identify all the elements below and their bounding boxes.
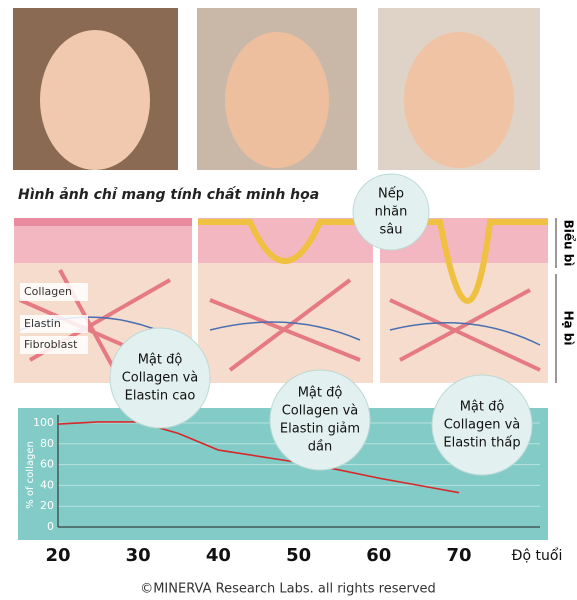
bubble-text: Nếp [378, 187, 404, 202]
y-tick-label: 40 [40, 478, 54, 491]
y-tick-label: 0 [47, 520, 54, 533]
skin-diagrams: Biểu bì Hạ bì [14, 218, 577, 383]
bubble-text: Elastin cao [125, 389, 196, 404]
y-axis-label: % of collagen [25, 441, 36, 509]
layer-label: Hạ bì [562, 310, 576, 345]
y-tick-label: 80 [40, 437, 54, 450]
bubble [109, 327, 211, 429]
bubble-text: Collagen và [444, 418, 521, 433]
bubble [352, 173, 430, 251]
collagen-line [57, 421, 460, 494]
x-tick-label: 50 [286, 545, 311, 566]
x-tick-label: 30 [126, 545, 151, 566]
skin-label: Collagen [24, 285, 72, 298]
bubble [269, 369, 371, 471]
photos [13, 8, 540, 170]
bubble-text: nhăn [375, 205, 408, 220]
label-box [20, 283, 88, 301]
bubble [431, 374, 533, 476]
x-tick-label: 70 [446, 545, 471, 566]
bubble-text: Collagen và [122, 371, 199, 386]
bubble-text: dần [308, 440, 332, 455]
face [404, 32, 514, 168]
x-tick-label: 40 [206, 545, 231, 566]
bubble-text: Collagen và [282, 404, 359, 419]
collagen-fibers [19, 269, 541, 381]
label-box [20, 336, 88, 354]
caption: Hình ảnh chỉ mang tính chất minh họa [18, 186, 319, 203]
face [40, 30, 150, 170]
bubble-text: sâu [380, 223, 403, 238]
bubble-text: Mật độ [138, 353, 183, 368]
layer-label: Biểu bì [562, 220, 577, 267]
credit: ©MINERVA Research Labs. all rights reser… [140, 582, 436, 597]
bubble-text: Elastin giảm [280, 422, 360, 437]
x-tick-label: 60 [366, 545, 391, 566]
stratum [14, 218, 192, 226]
label-box [20, 315, 88, 333]
bubble-text: Elastin thấp [443, 436, 520, 451]
y-tick-label: 20 [40, 499, 54, 512]
bubble-text: Mật độ [460, 400, 505, 415]
x-tick-label: 20 [45, 545, 70, 566]
epidermis [198, 218, 373, 263]
face [225, 32, 329, 168]
x-axis-label: Độ tuổi [512, 547, 563, 564]
skin-label: Elastin [24, 317, 61, 330]
skin-label: Fibroblast [24, 338, 78, 351]
bubble-text: Mật độ [298, 386, 343, 401]
wrinkle [198, 219, 373, 264]
wrinkle [380, 219, 548, 304]
y-tick-label: 60 [40, 458, 54, 471]
y-tick-label: 100 [33, 416, 54, 429]
